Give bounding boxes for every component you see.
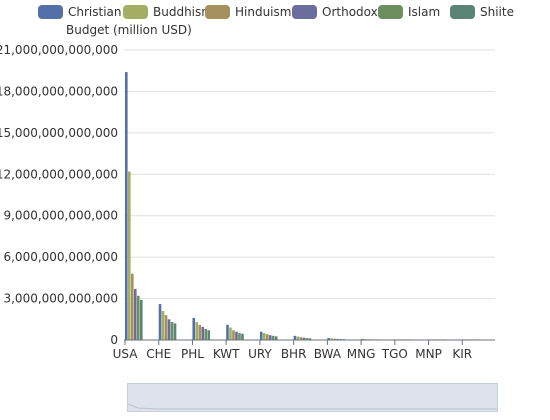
bar <box>361 338 364 340</box>
x-tick-label: URY <box>248 347 272 361</box>
bar <box>134 288 137 340</box>
bar <box>195 322 199 340</box>
bar <box>299 337 303 340</box>
bar <box>170 322 174 340</box>
legend-item-christian[interactable]: Christian <box>38 5 122 19</box>
bar <box>268 335 272 340</box>
y-tick-label: 0 <box>110 333 118 347</box>
legend-item-orthodox[interactable]: Orthodox <box>292 5 378 19</box>
legend-swatch <box>378 5 403 19</box>
bar <box>336 338 339 340</box>
bar <box>333 338 336 340</box>
bar <box>207 330 211 340</box>
legend-item-islam[interactable]: Islam <box>378 5 440 19</box>
legend-label: Christian <box>68 5 122 19</box>
bar <box>204 328 208 340</box>
bar <box>173 323 177 340</box>
bar <box>128 171 131 340</box>
bar <box>302 337 306 340</box>
legend-item-buddhism[interactable]: Buddhism <box>123 5 213 19</box>
bar <box>125 72 128 340</box>
x-tick-label: MNP <box>415 347 442 361</box>
bar <box>164 315 168 340</box>
bar <box>271 335 275 340</box>
legend-label: Buddhism <box>153 5 213 19</box>
x-tick-label: USA <box>113 347 139 361</box>
bar <box>308 338 312 340</box>
y-tick-label: 12,000,000,000,000 <box>0 167 118 181</box>
bar <box>232 330 235 340</box>
y-tick-label: 15,000,000,000,000 <box>0 126 118 140</box>
bar <box>293 335 297 340</box>
bar <box>192 317 196 340</box>
legend-label: Shiite <box>480 5 514 19</box>
bar <box>235 331 238 340</box>
bar <box>262 333 266 340</box>
bar <box>274 336 278 340</box>
bar <box>161 311 165 340</box>
bar <box>198 324 202 340</box>
legend-item-shiite[interactable]: Shiite <box>450 5 514 19</box>
y-tick-label: 6,000,000,000,000 <box>3 250 118 264</box>
legend-label: Hinduism <box>235 5 292 19</box>
x-tick-label: BWA <box>314 347 342 361</box>
y-tick-label: 9,000,000,000,000 <box>3 209 118 223</box>
legend-swatch <box>205 5 230 19</box>
x-tick-label: MNG <box>347 347 376 361</box>
bar <box>259 331 263 340</box>
legend-swatch <box>450 5 475 19</box>
y-tick-label: 3,000,000,000,000 <box>3 292 118 306</box>
x-tick-label: KIR <box>452 347 472 361</box>
bar <box>327 337 330 340</box>
bar <box>238 333 241 340</box>
bar <box>158 304 162 340</box>
x-tick-label: TGO <box>381 347 408 361</box>
bar <box>330 338 333 340</box>
legend-swatch <box>123 5 148 19</box>
x-tick-label: KWT <box>213 347 240 361</box>
bar <box>167 319 171 340</box>
bar <box>296 336 300 340</box>
x-tick-label: PHL <box>181 347 204 361</box>
y-axis-title: Budget (million USD) <box>66 23 192 37</box>
bar <box>137 295 140 340</box>
x-tick-label: BHR <box>281 347 307 361</box>
legend-label: Orthodox <box>322 5 378 19</box>
data-zoom-slider[interactable] <box>127 383 498 412</box>
bar <box>201 326 205 340</box>
legend-item-hinduism[interactable]: Hinduism <box>205 5 291 19</box>
legend-swatch <box>292 5 317 19</box>
y-tick-label: 21,000,000,000,000 <box>0 43 118 57</box>
bar <box>305 338 309 340</box>
bar <box>241 333 244 340</box>
chart-legend: Christian Buddhism Hinduism Orthodox Islam Sh… <box>38 5 546 21</box>
bar <box>131 273 134 340</box>
bar <box>140 299 143 340</box>
bar <box>265 334 269 340</box>
x-tick-label: CHE <box>146 347 171 361</box>
legend-swatch <box>38 5 63 19</box>
data-zoom-preview <box>127 403 497 410</box>
legend-label: Islam <box>408 5 441 19</box>
y-tick-label: 18,000,000,000,000 <box>0 84 118 98</box>
bar <box>226 324 229 340</box>
bar <box>229 327 232 340</box>
